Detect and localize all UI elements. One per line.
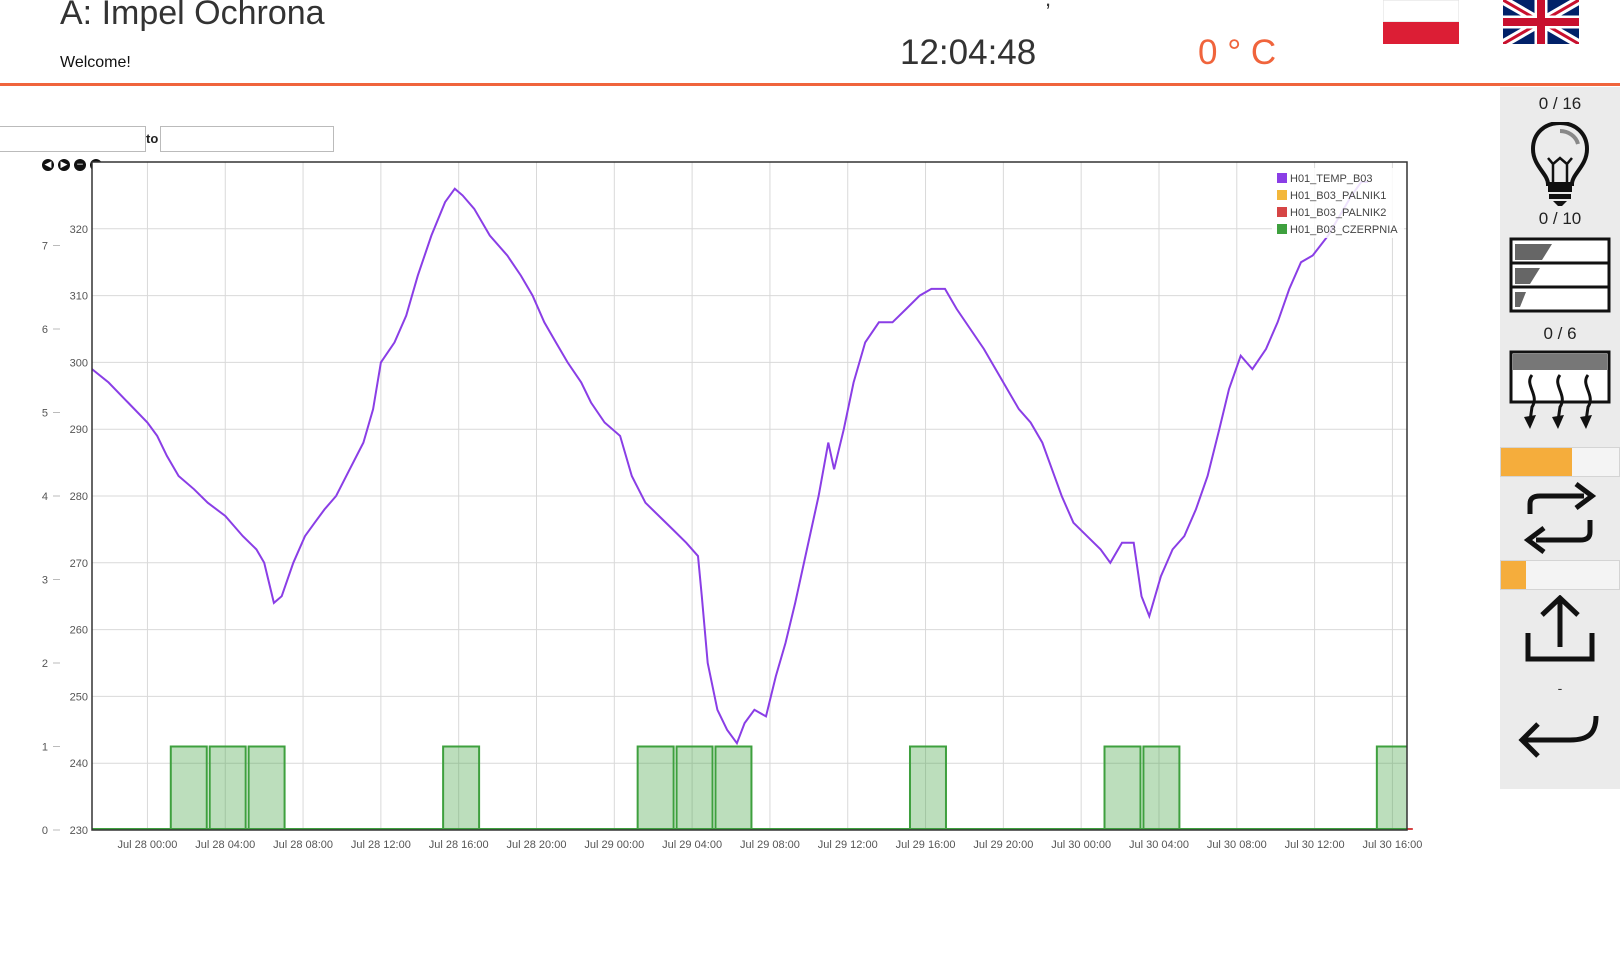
x-tick-label: Jul 28 08:00 bbox=[273, 839, 333, 851]
x-tick-label: Jul 29 16:00 bbox=[896, 839, 956, 851]
legend-background bbox=[1272, 168, 1404, 238]
exchange-level-fill bbox=[1501, 448, 1572, 476]
y-left-tick-label: 280 bbox=[70, 491, 88, 503]
y-left-tick-label: 290 bbox=[70, 424, 88, 436]
czerpnia-on-block bbox=[636, 745, 675, 830]
x-tick-label: Jul 28 16:00 bbox=[429, 839, 489, 851]
history-chart[interactable]: 230 240 250 260 270 280 290 300 310 320 0 1 2 3 4 5 6 7 Ju… bbox=[0, 150, 1460, 860]
czerpnia-on-block bbox=[1375, 745, 1407, 830]
date-from-input[interactable] bbox=[0, 126, 146, 152]
y-right-tick-label: 5 bbox=[42, 408, 48, 420]
x-tick-label: Jul 30 16:00 bbox=[1362, 839, 1422, 851]
x-tick-label: Jul 28 20:00 bbox=[507, 839, 567, 851]
pan-right-button[interactable]: ▶ bbox=[58, 159, 70, 171]
blinds-counter: 0 / 10 bbox=[1538, 209, 1582, 228]
light-bulb-icon[interactable] bbox=[1500, 122, 1620, 207]
date-text: , bbox=[1045, 0, 1051, 12]
heating-counter: 0 / 6 bbox=[1543, 324, 1577, 343]
x-tick-label: Jul 29 08:00 bbox=[740, 839, 800, 851]
status-dash: - bbox=[1557, 680, 1563, 696]
x-tick-label: Jul 30 00:00 bbox=[1051, 839, 1111, 851]
y-right-tick-label: 4 bbox=[42, 491, 48, 503]
y-right-tick-label: 1 bbox=[42, 742, 48, 754]
y-right-tick-label: 2 bbox=[42, 658, 48, 670]
legend-label: H01_B03_PALNIK1 bbox=[1290, 190, 1386, 202]
date-range-to-label: to bbox=[146, 131, 159, 146]
temperature-line bbox=[92, 181, 1369, 746]
x-tick-label: Jul 30 08:00 bbox=[1207, 839, 1267, 851]
x-tick-label: Jul 30 04:00 bbox=[1129, 839, 1189, 851]
exhaust-level-fill bbox=[1501, 561, 1526, 589]
legend-swatch bbox=[1277, 190, 1287, 200]
x-tick-label: Jul 30 12:00 bbox=[1285, 839, 1345, 851]
exhaust-level-bar bbox=[1500, 560, 1620, 590]
y-right-tick-label: 7 bbox=[42, 241, 48, 253]
y-left-tick-label: 230 bbox=[70, 825, 88, 837]
exchange-level-bar bbox=[1500, 447, 1620, 477]
legend-label: H01_TEMP_B03 bbox=[1290, 173, 1373, 185]
x-tick-label: Jul 29 00:00 bbox=[584, 839, 644, 851]
y-left-tick-label: 320 bbox=[70, 224, 88, 236]
legend-label: H01_B03_CZERPNIA bbox=[1290, 224, 1398, 236]
y-left-tick-label: 250 bbox=[70, 691, 88, 703]
y-left-tick-label: 310 bbox=[70, 291, 88, 303]
czerpnia-on-block bbox=[675, 745, 714, 830]
english-flag-icon[interactable] bbox=[1503, 0, 1579, 44]
czerpnia-on-block bbox=[208, 745, 247, 830]
y-right-tick-label: 3 bbox=[42, 575, 48, 587]
x-tick-label: Jul 29 12:00 bbox=[818, 839, 878, 851]
czerpnia-on-block bbox=[1142, 745, 1181, 830]
y-left-tick-label: 300 bbox=[70, 357, 88, 369]
blinds-icon[interactable] bbox=[1500, 235, 1620, 315]
x-tick-label: Jul 28 12:00 bbox=[351, 839, 411, 851]
page-title: A: Impel Ochrona bbox=[60, 0, 325, 32]
czerpnia-on-block bbox=[442, 745, 481, 830]
return-icon[interactable] bbox=[1500, 712, 1620, 767]
right-status-panel: 0 / 16 0 / 10 0 / 6 bbox=[1500, 87, 1620, 789]
legend-swatch bbox=[1277, 173, 1287, 183]
lights-counter: 0 / 16 bbox=[1538, 94, 1582, 113]
czerpnia-on-block bbox=[714, 745, 753, 830]
y-left-tick-label: 240 bbox=[70, 758, 88, 770]
clock: 12:04:48 bbox=[900, 33, 1037, 72]
y-left-tick-label: 270 bbox=[70, 558, 88, 570]
plot-frame bbox=[91, 161, 1408, 831]
upload-icon[interactable] bbox=[1500, 595, 1620, 667]
x-tick-label: Jul 28 00:00 bbox=[117, 839, 177, 851]
heater-icon[interactable] bbox=[1500, 349, 1620, 435]
x-tick-label: Jul 28 04:00 bbox=[195, 839, 255, 851]
welcome-text: Welcome! bbox=[60, 54, 131, 71]
pan-left-button[interactable]: ◀ bbox=[42, 159, 54, 171]
y-left-tick-label: 260 bbox=[70, 625, 88, 637]
date-to-input[interactable] bbox=[160, 126, 334, 152]
y-right-tick-label: 6 bbox=[42, 324, 48, 336]
outdoor-temperature: 0 ° C bbox=[1198, 33, 1277, 72]
legend-swatch bbox=[1277, 224, 1287, 234]
zoom-out-button[interactable]: − bbox=[74, 159, 86, 171]
czerpnia-on-block bbox=[169, 745, 208, 830]
czerpnia-on-block bbox=[1103, 745, 1142, 830]
legend-label: H01_B03_PALNIK2 bbox=[1290, 207, 1386, 219]
x-tick-label: Jul 29 04:00 bbox=[662, 839, 722, 851]
header-bar: A: Impel Ochrona Welcome! , 12:04:48 0 °… bbox=[0, 0, 1620, 86]
polish-flag-icon[interactable] bbox=[1383, 0, 1459, 44]
x-tick-label: Jul 29 20:00 bbox=[973, 839, 1033, 851]
legend-swatch bbox=[1277, 207, 1287, 217]
czerpnia-on-block bbox=[908, 745, 947, 830]
czerpnia-on-block bbox=[247, 745, 286, 830]
recirculation-icon[interactable] bbox=[1500, 480, 1620, 555]
chart-legend: H01_TEMP_B03 H01_B03_PALNIK1 H01_B03_PALNI… bbox=[1272, 168, 1404, 238]
y-right-tick-label: 0 bbox=[42, 825, 48, 837]
